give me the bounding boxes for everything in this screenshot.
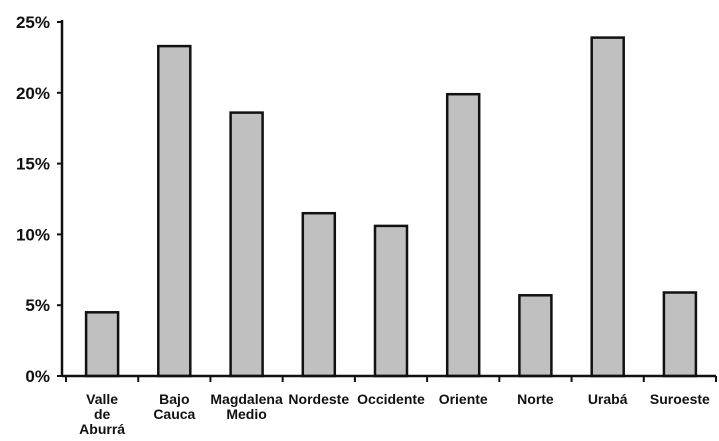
x-tick-label: Urabá	[588, 391, 628, 407]
bar	[662, 291, 698, 378]
axes-group	[57, 20, 717, 382]
bar	[518, 294, 553, 378]
x-tick-label: Magdalena Medio	[210, 391, 283, 422]
bar	[157, 44, 192, 378]
bars-group	[84, 36, 698, 378]
y-tick-label: 5%	[25, 296, 50, 315]
bar	[84, 311, 120, 378]
bar	[301, 211, 337, 378]
bar	[590, 36, 625, 378]
bar	[229, 111, 264, 378]
x-tick-label: Bajo Cauca	[153, 391, 195, 422]
x-tick-label: Occidente	[357, 391, 425, 407]
y-tick-labels-group: 0% 5% 10% 15% 20% 25%	[16, 13, 50, 386]
x-tick-label: Oriente	[439, 391, 488, 407]
x-tick-label: Norte	[517, 391, 554, 407]
y-tick-label: 10%	[16, 225, 50, 244]
y-tick-label: 20%	[16, 84, 50, 103]
y-tick-label: 0%	[25, 367, 50, 386]
x-tick-labels-group: Valle de Aburrá Bajo Cauca Magdalena Medio Nord…	[79, 391, 710, 437]
bar	[445, 92, 481, 378]
x-tick-label: Nordeste	[288, 391, 349, 407]
x-tick-label: Suroeste	[650, 391, 710, 407]
y-tick-label: 15%	[16, 155, 50, 174]
y-tick-label: 25%	[16, 13, 50, 32]
x-tick-label: Valle de Aburrá	[79, 391, 125, 437]
bar	[373, 224, 409, 378]
